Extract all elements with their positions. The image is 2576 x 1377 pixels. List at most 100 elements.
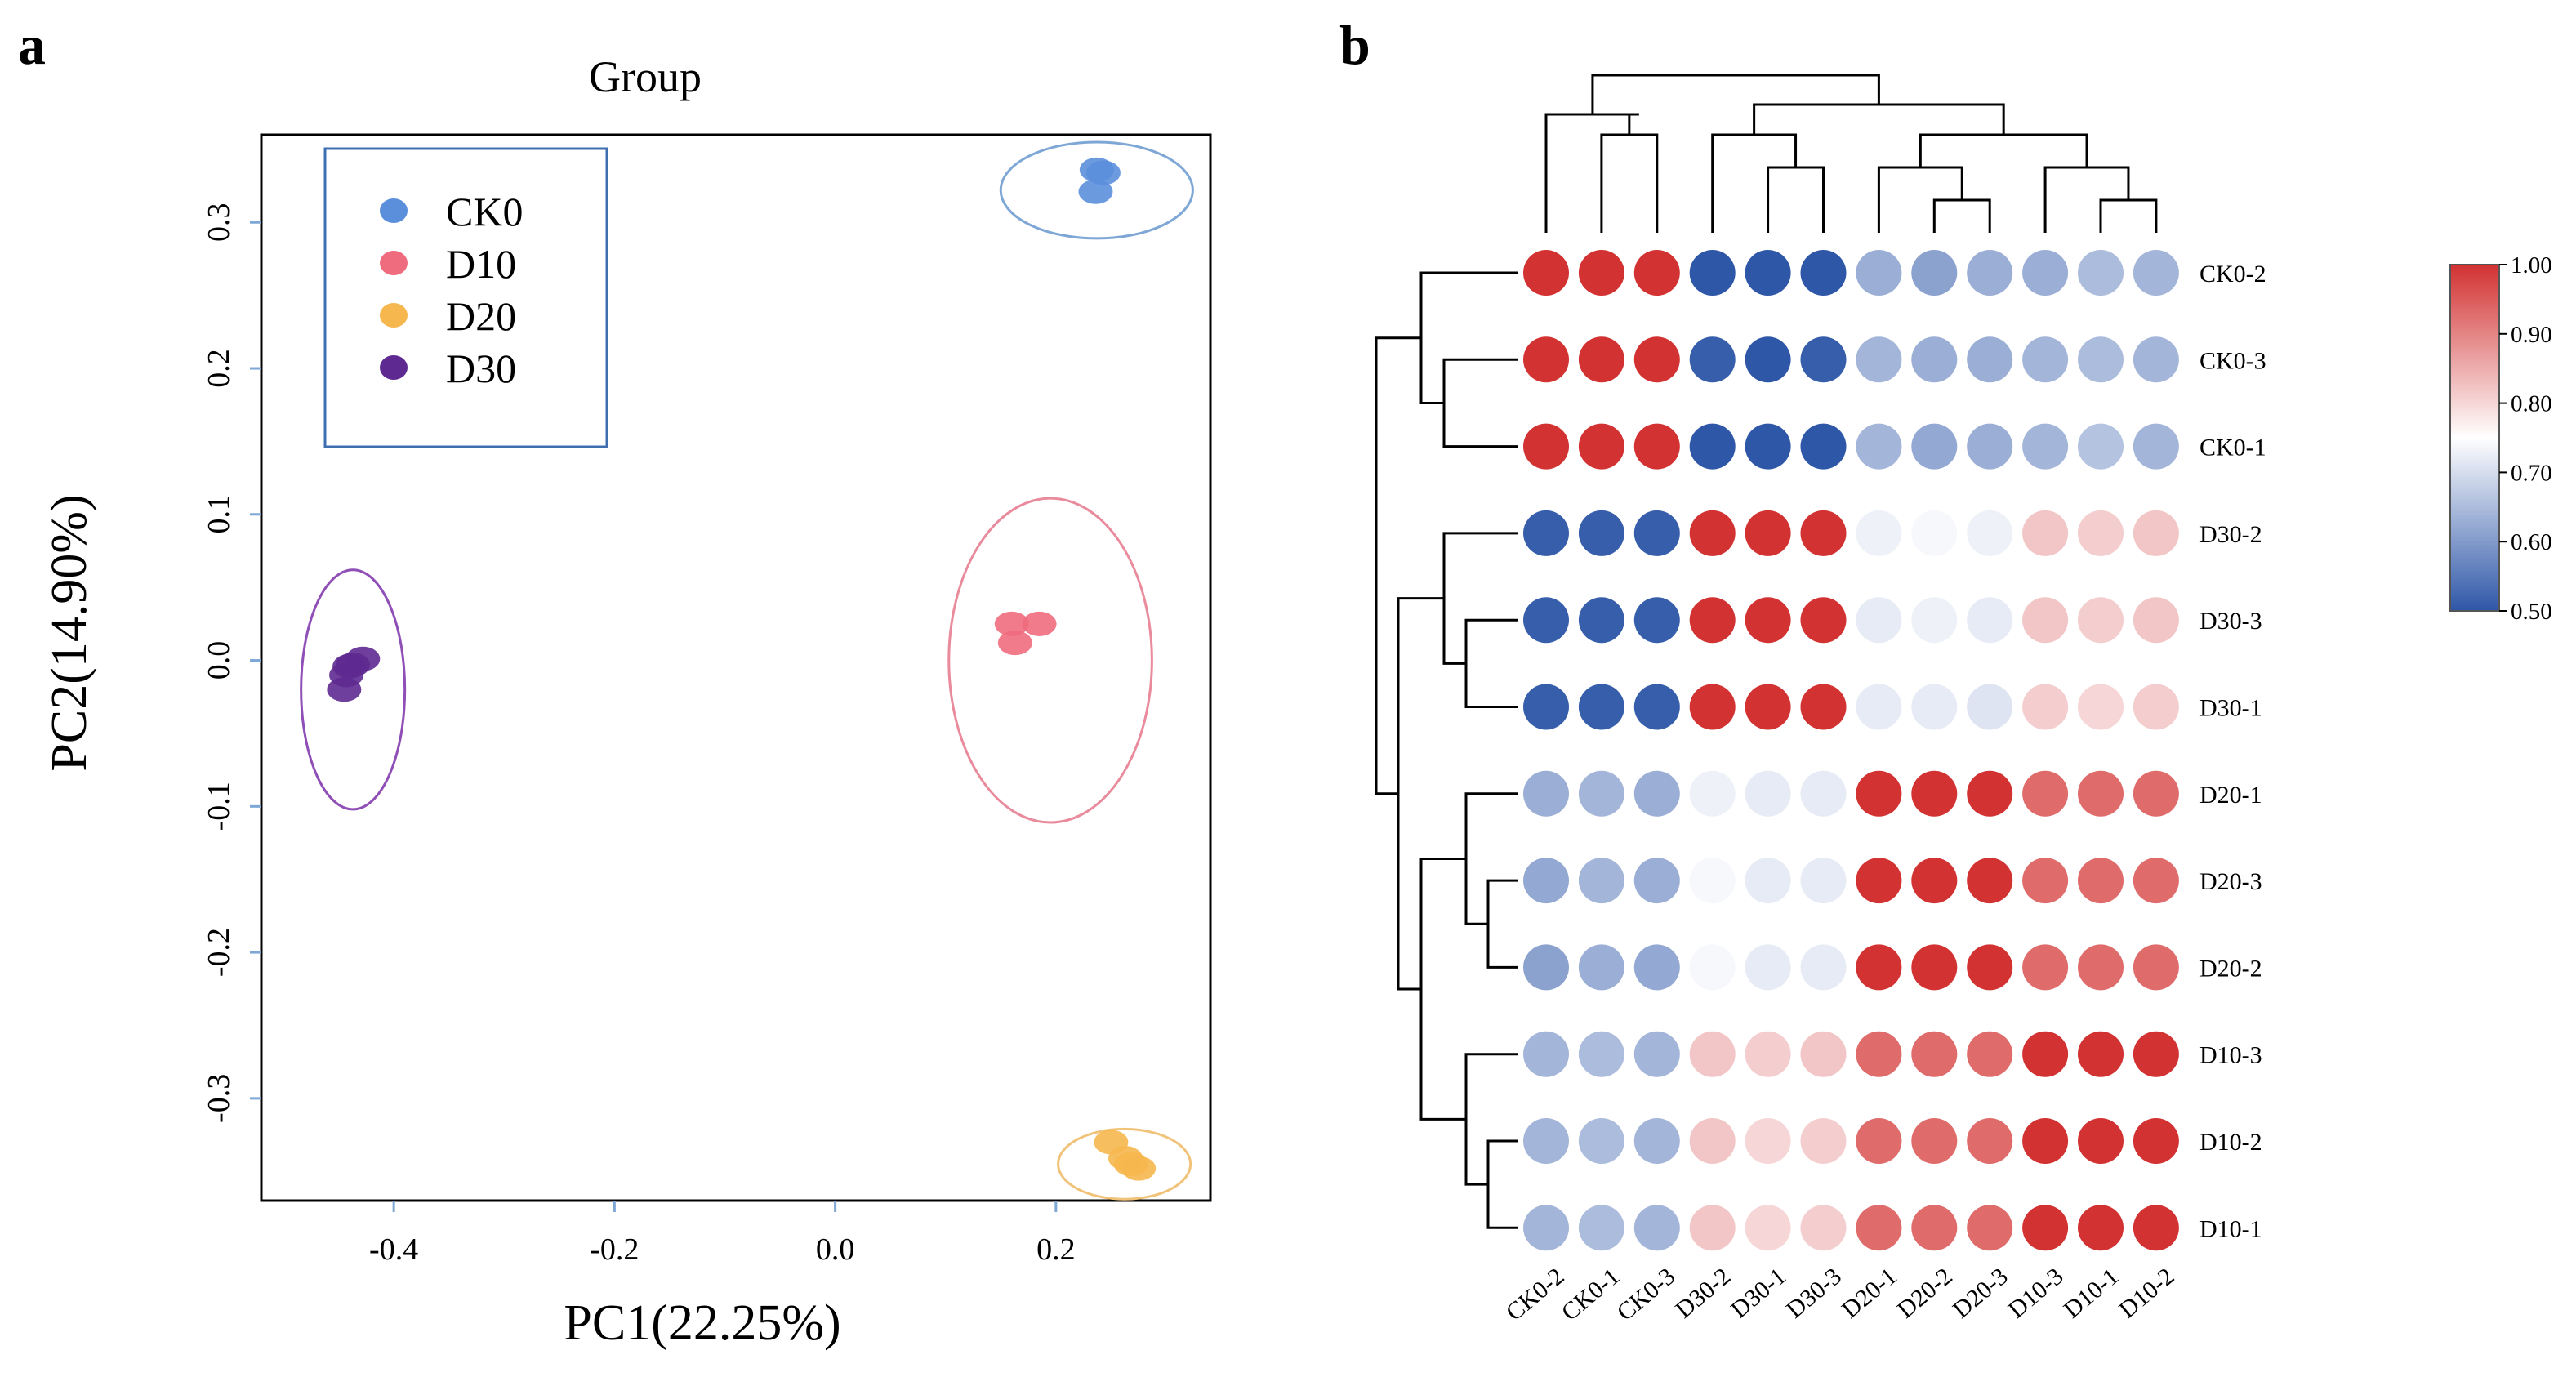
heatmap-cell xyxy=(1523,1031,1569,1077)
heatmap-cell xyxy=(1578,858,1624,904)
heatmap-cell xyxy=(1633,858,1680,904)
legend-marker-d20 xyxy=(380,303,408,328)
heatmap-cell xyxy=(1633,1031,1680,1077)
heatmap-cell xyxy=(1911,1031,1958,1077)
heatmap-cell xyxy=(1578,1205,1624,1251)
row-label: CK0-3 xyxy=(2199,347,2266,374)
pca-points xyxy=(327,157,1157,1181)
heatmap-cell xyxy=(1689,684,1736,730)
correlation-heatmap: CK0-2CK0-3CK0-1D30-2D30-3D30-1D20-1D20-3… xyxy=(1375,74,2552,1326)
heatmap-cell xyxy=(2022,336,2069,383)
pca-x-axis-label: PC1(22.25%) xyxy=(564,1295,840,1351)
x-tick-label: -0.4 xyxy=(369,1232,418,1267)
heatmap-cell xyxy=(1911,336,1958,383)
heatmap-cell xyxy=(2078,510,2124,556)
heatmap-cell xyxy=(1523,423,1569,470)
dendrogram-link xyxy=(1464,792,1518,925)
heatmap-cell xyxy=(1911,510,1958,556)
column-label: D10-2 xyxy=(2114,1263,2179,1324)
point-ck0 xyxy=(1085,160,1121,185)
heatmap-cell xyxy=(2078,423,2124,470)
y-tick-label: -0.3 xyxy=(202,1074,236,1123)
heatmap-cell xyxy=(1856,944,1902,991)
heatmap-cell xyxy=(1967,336,2013,383)
pca-legend-box xyxy=(323,147,608,448)
colorbar-tick-label: 0.70 xyxy=(2511,460,2552,486)
point-d10 xyxy=(997,631,1032,656)
y-tick-label: -0.1 xyxy=(202,782,236,831)
heatmap-cell xyxy=(1578,1118,1624,1164)
dendrogram-link xyxy=(1375,336,1421,795)
column-label: D30-3 xyxy=(1781,1263,1847,1324)
heatmap-cell xyxy=(2022,1031,2069,1077)
heatmap-cell xyxy=(1745,250,1791,296)
point-d20 xyxy=(1113,1152,1148,1177)
row-label: CK0-1 xyxy=(2199,434,2266,461)
y-tick-label: 0.2 xyxy=(202,349,236,388)
column-dendrogram xyxy=(1544,74,2158,233)
point-ck0 xyxy=(1078,179,1113,204)
heatmap-cell xyxy=(1745,510,1791,556)
heatmap-cell xyxy=(1800,423,1847,470)
dendrogram-link xyxy=(1442,532,1518,665)
heatmap-cell xyxy=(1800,250,1847,296)
heatmap-cell xyxy=(1689,250,1736,296)
row-dendrogram xyxy=(1375,271,1518,1229)
dendrogram-link xyxy=(1486,1139,1518,1229)
heatmap-cell xyxy=(2078,1031,2124,1077)
row-label: D30-3 xyxy=(2199,608,2262,635)
colorbar-bar xyxy=(2449,264,2500,612)
heatmap-cell xyxy=(1578,597,1624,644)
heatmap-cell xyxy=(1633,1205,1680,1251)
heatmap-cell xyxy=(1800,944,1847,991)
heatmap-cell xyxy=(2133,336,2179,383)
column-label: D10-3 xyxy=(2003,1263,2069,1324)
heatmap-cell xyxy=(1633,423,1680,470)
heatmap-cell xyxy=(2078,597,2124,644)
heatmap-cell xyxy=(2022,510,2069,556)
colorbar-tick-label: 0.60 xyxy=(2511,529,2552,555)
heatmap-cell xyxy=(1856,684,1902,730)
heatmap-cell xyxy=(2078,684,2124,730)
heatmap-cell xyxy=(1745,336,1791,383)
dendrogram-link xyxy=(1544,113,1639,233)
dendrogram-link xyxy=(1600,133,1659,233)
heatmap-cell xyxy=(1578,423,1624,470)
heatmap-cell xyxy=(1911,423,1958,470)
pca-title: Group xyxy=(589,52,702,101)
legend-label-d10: D10 xyxy=(446,241,516,287)
heatmap-cell xyxy=(2133,423,2179,470)
dendrogram-link xyxy=(1464,618,1518,708)
heatmap-cell xyxy=(1967,770,2013,817)
y-tick-label: 0.3 xyxy=(202,203,236,243)
point-d10 xyxy=(994,611,1029,636)
heatmap-cell xyxy=(1633,336,1680,383)
row-label: D20-1 xyxy=(2199,782,2262,809)
heatmap-cell xyxy=(2078,1205,2124,1251)
dendrogram-link xyxy=(1419,271,1518,404)
heatmap-cell xyxy=(1856,423,1902,470)
legend-marker-ck0 xyxy=(380,198,408,223)
row-label: D20-2 xyxy=(2199,955,2262,982)
heatmap-cell xyxy=(1967,944,2013,991)
dendrogram-link xyxy=(1419,858,1466,1121)
heatmap-cell xyxy=(1800,336,1847,383)
heatmap-cell xyxy=(2133,1205,2179,1251)
heatmap-cell xyxy=(1800,684,1847,730)
heatmap-cell xyxy=(2022,1118,2069,1164)
heatmap-cell xyxy=(1800,510,1847,556)
column-label: D10-1 xyxy=(2059,1263,2124,1324)
heatmap-cell xyxy=(1745,858,1791,904)
heatmap-cell xyxy=(1856,336,1902,383)
heatmap-cell xyxy=(1911,250,1958,296)
heatmap-cell xyxy=(1523,684,1569,730)
heatmap-cell xyxy=(2022,250,2069,296)
heatmap-cell xyxy=(1745,1031,1791,1077)
heatmap-cell xyxy=(1633,510,1680,556)
dendrogram-link xyxy=(1932,198,1991,233)
pca-plot-frame xyxy=(260,133,1212,1202)
heatmap-cell xyxy=(1745,423,1791,470)
heatmap-cell xyxy=(1578,510,1624,556)
row-label: D10-2 xyxy=(2199,1129,2262,1156)
